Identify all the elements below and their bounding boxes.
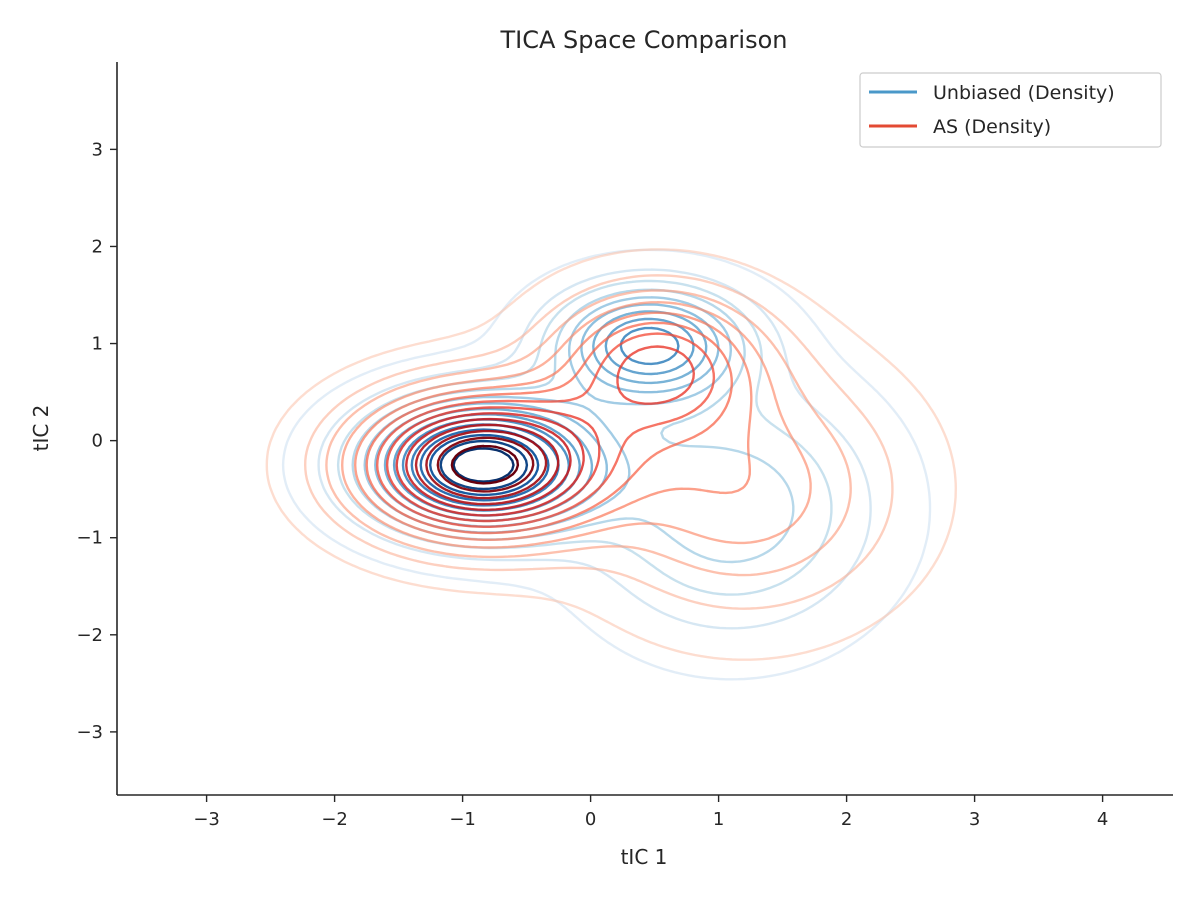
x-tick-label: 4 [1097,809,1108,830]
as-density-contour [405,417,572,511]
y-tick-label: −3 [76,722,103,743]
x-tick-label: 0 [585,809,596,830]
as-density-contour [341,301,812,549]
x-axis-ticks: −3 −2 −1 0 1 2 3 4 [193,795,1108,830]
as-density-contour [450,444,520,485]
unbiased-density-contour [429,433,540,497]
x-tick-label: −2 [321,809,348,830]
as-density-contour [436,436,535,493]
as-density-contour [325,289,852,577]
as-density-contour [425,429,548,500]
x-tick-label: −1 [449,809,476,830]
y-tick-label: 0 [92,431,103,452]
x-axis-label: tIC 1 [621,845,668,869]
y-axis-label: tIC 2 [29,405,53,452]
x-tick-label: −3 [193,809,220,830]
x-tick-label: 3 [969,809,980,830]
x-tick-label: 2 [841,809,852,830]
y-tick-label: −1 [76,528,103,549]
y-tick-label: 1 [92,334,103,355]
x-tick-label: 1 [713,809,724,830]
unbiased-density-contour [419,428,550,502]
as-density-contour [376,332,716,528]
unbiased-density-contour [452,447,515,483]
y-axis-ticks: −3 −2 −1 0 1 2 3 [76,139,117,743]
as-density-contour [414,423,560,506]
unbiased-density-contour [281,248,932,681]
y-tick-label: 2 [92,236,103,257]
contour-layer [265,248,957,681]
as-density-contour [304,274,894,610]
legend-label-unbiased: Unbiased (Density) [933,82,1115,104]
legend-label-as: AS (Density) [933,116,1051,138]
as-density-contour [265,248,957,661]
as-density-contour [354,311,753,541]
chart-title: TICA Space Comparison [499,26,787,54]
unbiased-density-contour [439,439,529,491]
as-density-contour [365,321,733,535]
legend-frame [859,72,1162,148]
y-tick-label: 3 [92,139,103,160]
y-tick-label: −2 [76,625,103,646]
legend: Unbiased (Density) AS (Density) [859,72,1162,148]
as-density-contour [385,345,695,523]
as-density-contour [395,412,585,517]
